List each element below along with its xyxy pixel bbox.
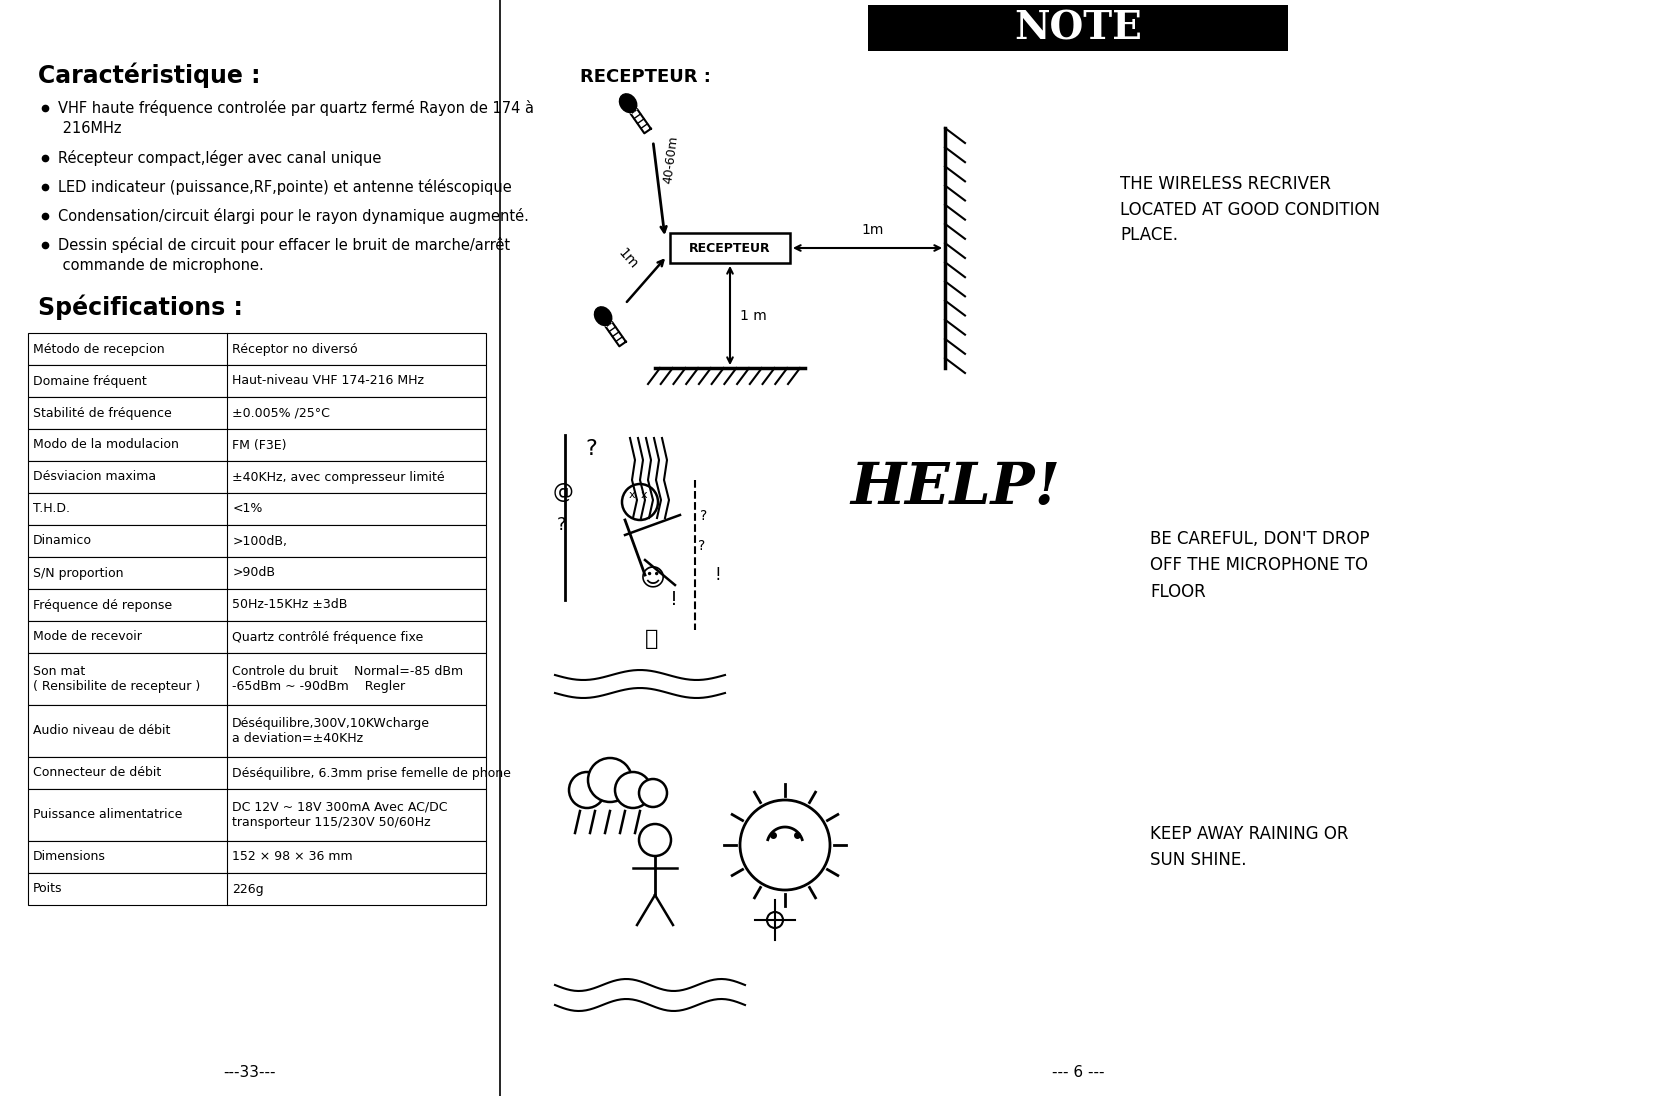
Text: ?: ? [697, 539, 705, 553]
Bar [28, 589, 485, 621]
Bar [28, 621, 485, 653]
Text: LED indicateur (puissance,RF,pointe) et antenne téléscopique: LED indicateur (puissance,RF,pointe) et … [58, 179, 511, 195]
Text: Réceptor no diversó: Réceptor no diversó [232, 342, 357, 355]
Text: Poits: Poits [33, 882, 63, 895]
Polygon shape [594, 307, 611, 326]
Text: T.H.D.: T.H.D. [33, 502, 70, 515]
Text: Caractéristique :: Caractéristique : [38, 62, 260, 88]
Text: !: ! [715, 566, 722, 584]
Text: DC 12V ~ 18V 300mA Avec AC/DC
transporteur 115/230V 50/60Hz: DC 12V ~ 18V 300mA Avec AC/DC transporte… [232, 801, 447, 830]
Text: Spécifications :: Spécifications : [38, 295, 243, 320]
Text: Método de recepcion: Método de recepcion [33, 342, 164, 355]
Bar [28, 365, 485, 397]
Bar [670, 233, 789, 263]
Text: HELP!: HELP! [849, 460, 1059, 516]
Bar [28, 874, 485, 905]
Text: Déséquilibre, 6.3mm prise femelle de phone: Déséquilibre, 6.3mm prise femelle de pho… [232, 766, 511, 779]
Text: VHF haute fréquence controlée par quartz fermé Rayon de 174 à
 216MHz: VHF haute fréquence controlée par quartz… [58, 100, 533, 136]
Text: Connecteur de débit: Connecteur de débit [33, 766, 161, 779]
Bar [28, 397, 485, 429]
Bar [28, 757, 485, 789]
Text: Désviacion maxima: Désviacion maxima [33, 470, 156, 483]
Text: >100dB,: >100dB, [232, 535, 286, 548]
Text: Controle du bruit    Normal=-85 dBm
-65dBm ~ -90dBm    Regler: Controle du bruit Normal=-85 dBm -65dBm … [232, 665, 463, 694]
Text: 1m: 1m [616, 246, 640, 272]
Bar [28, 461, 485, 493]
Text: Récepteur compact,léger avec canal unique: Récepteur compact,léger avec canal uniqu… [58, 150, 381, 165]
Text: Stabilité de fréquence: Stabilité de fréquence [33, 407, 172, 420]
Text: Dimensions: Dimensions [33, 850, 106, 864]
Bar [28, 493, 485, 525]
Text: BE CAREFUL, DON'T DROP
OFF THE MICROPHONE TO
FLOOR: BE CAREFUL, DON'T DROP OFF THE MICROPHON… [1149, 530, 1369, 601]
Text: 50Hz-15KHz ±3dB: 50Hz-15KHz ±3dB [232, 598, 348, 612]
Text: 226g: 226g [232, 882, 263, 895]
Text: NOTE: NOTE [1013, 9, 1142, 47]
Text: S/N proportion: S/N proportion [33, 567, 124, 580]
Bar [28, 653, 485, 705]
Text: !: ! [670, 590, 677, 609]
Text: x: x [640, 490, 647, 500]
Text: Mode de recevoir: Mode de recevoir [33, 630, 142, 643]
Text: @: @ [553, 482, 574, 502]
Circle shape [639, 779, 667, 807]
Text: ?: ? [556, 516, 566, 534]
Bar [28, 789, 485, 841]
Bar [28, 525, 485, 557]
Text: Domaine fréquent: Domaine fréquent [33, 375, 147, 388]
Text: ±40KHz, avec compresseur limité: ±40KHz, avec compresseur limité [232, 470, 445, 483]
Bar [867, 5, 1288, 52]
Text: ☺: ☺ [639, 566, 665, 590]
Bar [28, 333, 485, 365]
Text: Dinamico: Dinamico [33, 535, 93, 548]
Bar [28, 557, 485, 589]
Text: 40-60m: 40-60m [662, 135, 680, 184]
Bar [28, 841, 485, 874]
Text: 152 × 98 × 36 mm: 152 × 98 × 36 mm [232, 850, 353, 864]
Text: Son mat
( Rensibilite de recepteur ): Son mat ( Rensibilite de recepteur ) [33, 665, 200, 694]
Text: Dessin spécial de circuit pour effacer le bruit de marche/arrêt
 commande de mic: Dessin spécial de circuit pour effacer l… [58, 237, 510, 273]
Bar [28, 705, 485, 757]
Text: RECEPTEUR: RECEPTEUR [688, 241, 770, 254]
Text: Condensation/circuit élargi pour le rayon dynamique augmenté.: Condensation/circuit élargi pour le rayo… [58, 208, 528, 224]
Polygon shape [619, 94, 637, 113]
Text: x: x [629, 490, 636, 500]
Text: Modo de la modulacion: Modo de la modulacion [33, 438, 179, 452]
Text: Haut-niveau VHF 174-216 MHz: Haut-niveau VHF 174-216 MHz [232, 375, 424, 388]
Text: KEEP AWAY RAINING OR
SUN SHINE.: KEEP AWAY RAINING OR SUN SHINE. [1149, 825, 1347, 869]
Text: Puissance alimentatrice: Puissance alimentatrice [33, 809, 182, 822]
Text: Quartz contrôlé fréquence fixe: Quartz contrôlé fréquence fixe [232, 630, 424, 643]
Text: 💀: 💀 [644, 629, 659, 649]
Text: 1m: 1m [861, 222, 884, 237]
Text: >90dB: >90dB [232, 567, 275, 580]
Text: THE WIRELESS RECRIVER
LOCATED AT GOOD CONDITION
PLACE.: THE WIRELESS RECRIVER LOCATED AT GOOD CO… [1119, 175, 1379, 244]
Circle shape [614, 772, 650, 808]
Text: FM (F3E): FM (F3E) [232, 438, 286, 452]
Circle shape [569, 772, 604, 808]
Text: --- 6 ---: --- 6 --- [1051, 1065, 1104, 1080]
Text: RECEPTEUR :: RECEPTEUR : [579, 68, 710, 85]
Text: Fréquence dé reponse: Fréquence dé reponse [33, 598, 172, 612]
Text: Audio niveau de débit: Audio niveau de débit [33, 724, 170, 738]
Text: Déséquilibre,300V,10KWcharge
a deviation=±40KHz: Déséquilibre,300V,10KWcharge a deviation… [232, 717, 430, 745]
Text: ?: ? [584, 439, 596, 459]
Circle shape [588, 758, 632, 802]
Text: <1%: <1% [232, 502, 263, 515]
Text: ?: ? [700, 509, 707, 523]
Text: ±0.005% /25°C: ±0.005% /25°C [232, 407, 329, 420]
Text: ---33---: ---33--- [223, 1065, 276, 1080]
Text: 1 m: 1 m [740, 308, 766, 322]
Bar [28, 429, 485, 461]
